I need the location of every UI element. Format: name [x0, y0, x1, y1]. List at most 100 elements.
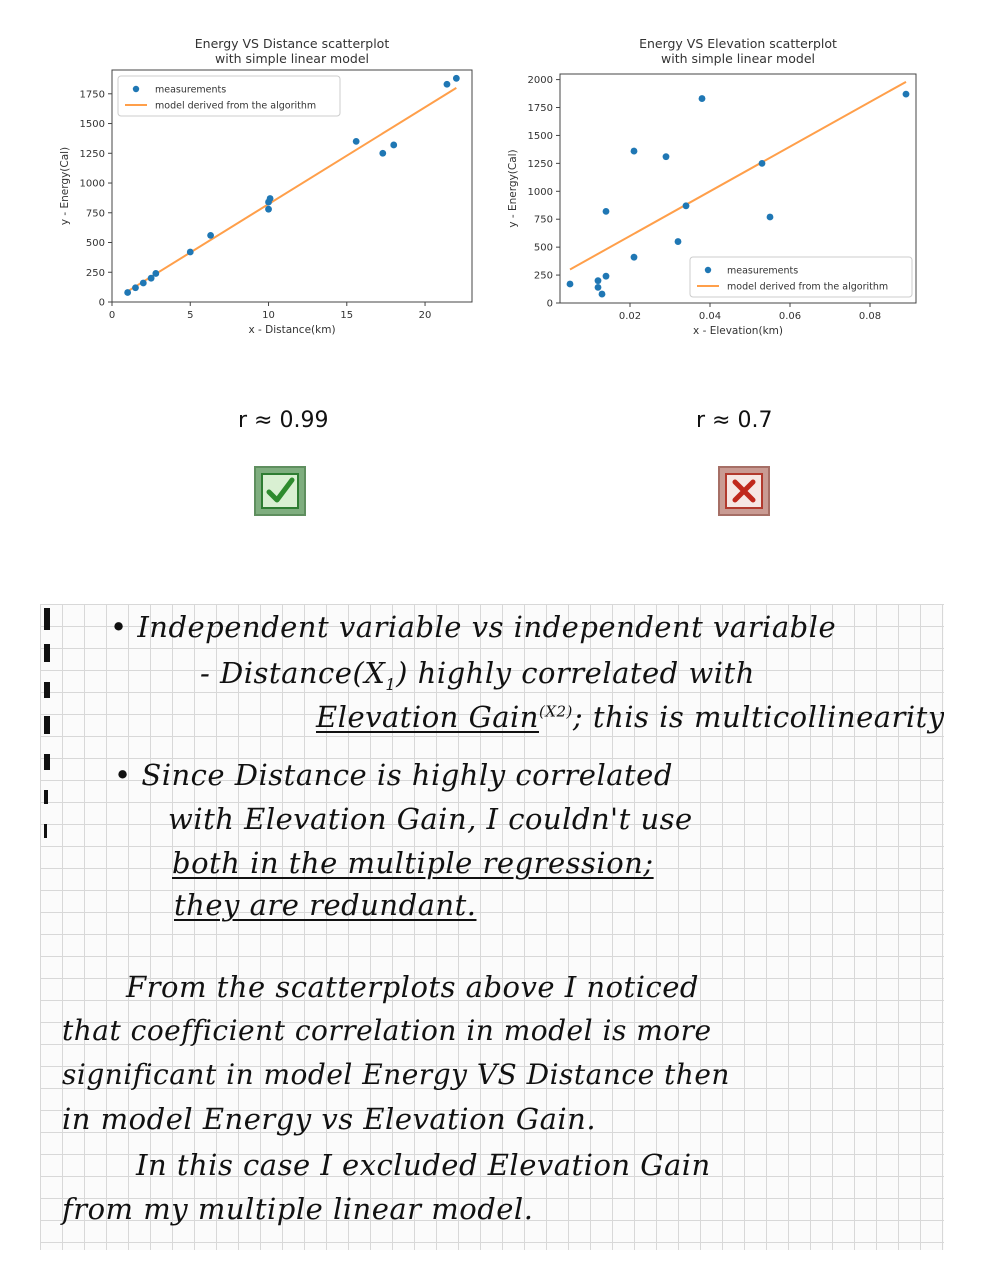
- data-point: [902, 90, 910, 98]
- x-axis-label: x - Distance(km): [248, 324, 335, 336]
- legend-box: [117, 75, 341, 117]
- notes-line-5: with Elevation Gain, I couldn't use: [168, 802, 693, 836]
- x-tick-label: 0.06: [779, 311, 801, 322]
- x-axis-label: x - Elevation(km): [693, 325, 783, 337]
- y-tick-label: 1250: [528, 159, 553, 170]
- data-point: [674, 238, 682, 245]
- x-tick-label: 5: [187, 310, 193, 321]
- x-tick-label: 0.02: [619, 311, 641, 322]
- margin-mark: [44, 608, 50, 630]
- green-checkmark-icon: [254, 466, 306, 516]
- data-point: [698, 95, 706, 102]
- model-line: [127, 86, 457, 293]
- y-tick-label: 1000: [80, 179, 105, 190]
- notes-line-2: - Distance(X1) highly correlated with: [200, 656, 755, 694]
- data-point: [630, 253, 638, 261]
- data-point: [152, 270, 160, 277]
- data-point: [758, 159, 766, 167]
- legend-label: model derived from the algorithm: [727, 282, 888, 293]
- y-tick-label: 250: [534, 271, 553, 282]
- y-tick-label: 0: [99, 298, 105, 309]
- y-tick-label: 1000: [528, 187, 553, 198]
- y-tick-label: 750: [534, 215, 553, 226]
- margin-mark: [44, 716, 50, 734]
- data-point: [132, 284, 139, 292]
- data-point: [602, 208, 610, 215]
- margin-mark: [44, 644, 50, 662]
- data-point: [390, 141, 398, 149]
- data-point: [124, 289, 132, 296]
- margin-mark: [44, 824, 47, 838]
- data-point: [147, 274, 155, 282]
- red-cross-icon: [718, 466, 770, 516]
- data-point: [452, 74, 460, 82]
- data-point: [594, 277, 602, 285]
- y-tick-label: 750: [86, 208, 105, 219]
- notes-line-7: they are redundant.: [174, 888, 477, 922]
- data-point: [594, 283, 602, 291]
- legend-box: [689, 256, 913, 298]
- data-point: [766, 213, 774, 221]
- chart-title-line: with simple linear model: [215, 51, 369, 66]
- x-tick-label: 0: [109, 310, 115, 321]
- notes-line-3: Elevation Gain(X2); this is multicolline…: [316, 700, 944, 734]
- y-tick-label: 500: [534, 243, 553, 254]
- correlation-right-label: r ≈ 0.7: [696, 408, 773, 433]
- y-tick-label: 250: [86, 268, 105, 279]
- notes-line-12: In this case I excluded Elevation Gain: [136, 1148, 711, 1182]
- notes-line-1: • Independent variable vs independent va…: [110, 610, 837, 644]
- data-point: [630, 147, 638, 155]
- x-tick-label: 20: [419, 310, 432, 321]
- energy-vs-elevation-chart: Energy VS Elevation scatterplot with simp…: [500, 30, 940, 354]
- y-tick-label: 1750: [80, 89, 105, 100]
- margin-mark: [44, 790, 48, 804]
- x-tick-label: 0.04: [699, 311, 721, 322]
- legend-marker-measurements: [704, 266, 712, 274]
- data-point: [602, 272, 610, 280]
- data-point: [379, 149, 387, 157]
- notes-line-6: both in the multiple regression;: [172, 846, 654, 880]
- x-tick-label: 0.08: [859, 311, 881, 322]
- handwritten-notes: • Independent variable vs independent va…: [40, 604, 944, 1250]
- data-point: [662, 153, 670, 161]
- y-tick-label: 0: [547, 299, 553, 310]
- energy-vs-distance-chart: Energy VS Distance scatterplot with simpl…: [52, 30, 492, 354]
- legend-label: measurements: [727, 266, 798, 277]
- y-tick-label: 500: [86, 238, 105, 249]
- chart-title-line: with simple linear model: [661, 51, 815, 66]
- notes-line-4: • Since Distance is highly correlated: [114, 758, 673, 792]
- y-axis-label: y - Energy(Cal): [59, 147, 71, 225]
- margin-mark: [44, 682, 50, 698]
- x-tick-label: 15: [340, 310, 353, 321]
- data-point: [207, 231, 215, 239]
- data-point: [443, 80, 451, 88]
- x-tick-label: 10: [262, 310, 275, 321]
- notes-line-11: in model Energy vs Elevation Gain.: [62, 1102, 597, 1136]
- legend-marker-measurements: [132, 85, 140, 93]
- data-point: [682, 202, 690, 210]
- margin-mark: [44, 754, 50, 770]
- y-tick-label: 1500: [80, 119, 105, 130]
- notes-line-13: from my multiple linear model.: [62, 1192, 534, 1226]
- legend-label: model derived from the algorithm: [155, 101, 316, 112]
- y-tick-label: 1750: [528, 103, 553, 114]
- chart-title-line: Energy VS Elevation scatterplot: [639, 36, 837, 51]
- y-tick-label: 1250: [80, 149, 105, 160]
- data-point: [598, 290, 606, 298]
- data-point: [566, 280, 574, 288]
- y-axis-label: y - Energy(Cal): [507, 149, 519, 227]
- y-tick-label: 2000: [528, 75, 553, 86]
- notes-line-10: significant in model Energy VS Distance …: [62, 1058, 730, 1091]
- data-point: [265, 205, 272, 213]
- legend-label: measurements: [155, 85, 226, 96]
- data-point: [186, 248, 194, 256]
- model-line: [569, 80, 907, 271]
- y-tick-label: 1500: [528, 131, 553, 142]
- data-point: [139, 279, 147, 287]
- chart-title-line: Energy VS Distance scatterplot: [195, 36, 390, 51]
- data-point: [352, 137, 360, 145]
- notes-line-8: From the scatterplots above I noticed: [126, 970, 699, 1004]
- data-point: [266, 195, 274, 202]
